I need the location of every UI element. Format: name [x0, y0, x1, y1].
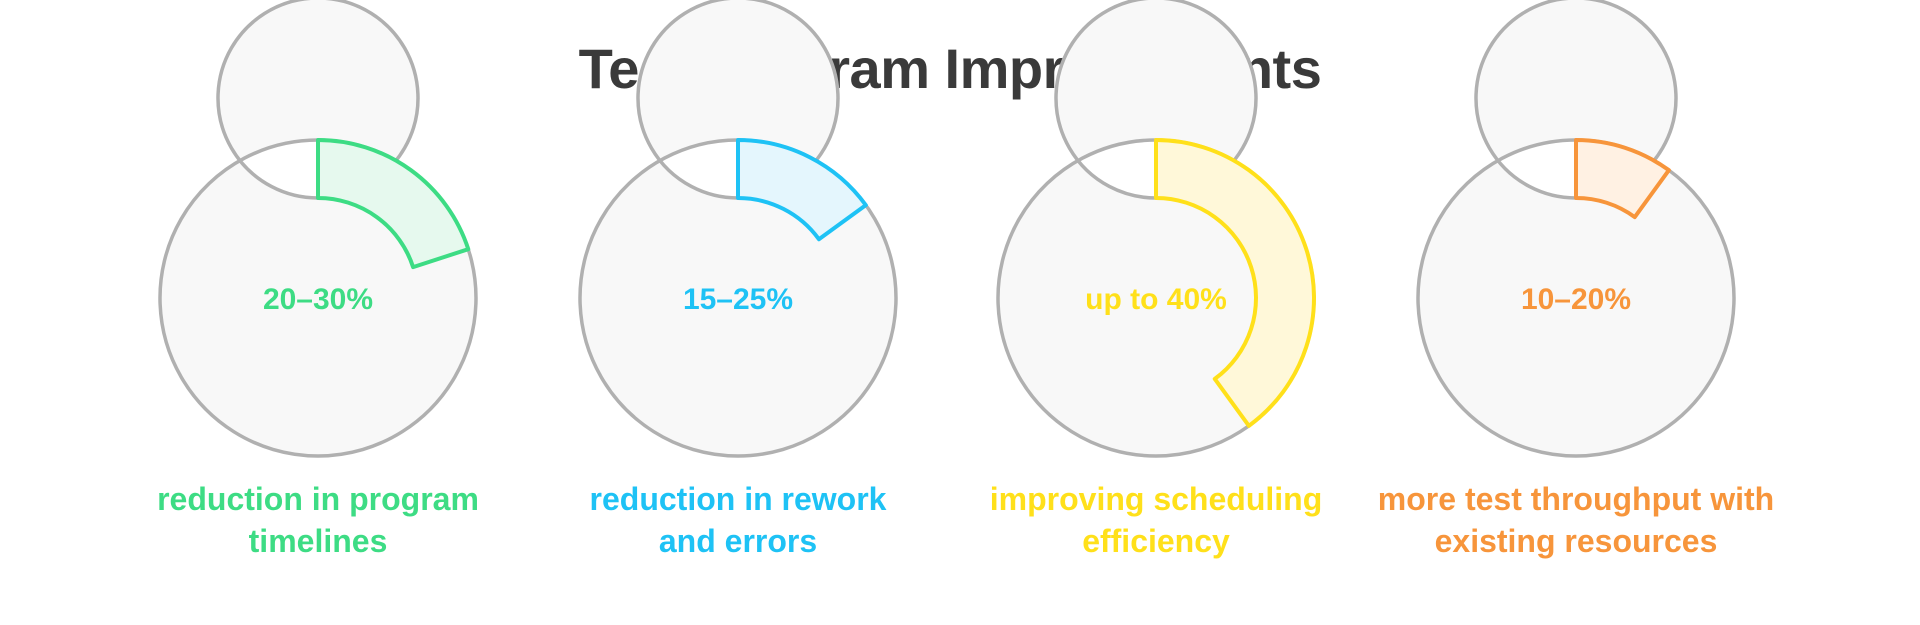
donut-segment [736, 138, 868, 242]
value-label: up to 40% [1085, 283, 1227, 316]
donut-track [1416, 0, 1736, 458]
value-label: 10–20% [1521, 283, 1631, 316]
caption-line: reduction in rework [589, 481, 887, 517]
donut-segment [316, 138, 471, 270]
value-label: 15–25% [683, 283, 793, 316]
caption-1: reduction in program timelines [98, 478, 538, 562]
caption-line: efficiency [1082, 523, 1230, 559]
caption-line: more test throughput with [1377, 481, 1775, 517]
donut-segment [1154, 138, 1316, 428]
caption-4: more test throughput with existing resour… [1356, 478, 1796, 562]
value-label: 20–30% [263, 283, 373, 316]
caption-line: improving scheduling [989, 481, 1323, 517]
donut-track [578, 0, 898, 458]
donut-3: up to 40% [996, 0, 1316, 458]
donut-segment [1574, 138, 1671, 220]
donut-track [158, 0, 478, 458]
caption-line: timelines [248, 523, 388, 559]
caption-line: and errors [658, 523, 818, 559]
caption-2: reduction in rework and errors [518, 478, 958, 562]
donut-2: 15–25% [578, 0, 898, 458]
caption-line: existing resources [1434, 523, 1718, 559]
caption-line: reduction in program [157, 481, 479, 517]
donut-1: 20–30% [158, 0, 478, 458]
donut-4: 10–20% [1416, 0, 1736, 458]
caption-3: improving scheduling efficiency [936, 478, 1376, 562]
